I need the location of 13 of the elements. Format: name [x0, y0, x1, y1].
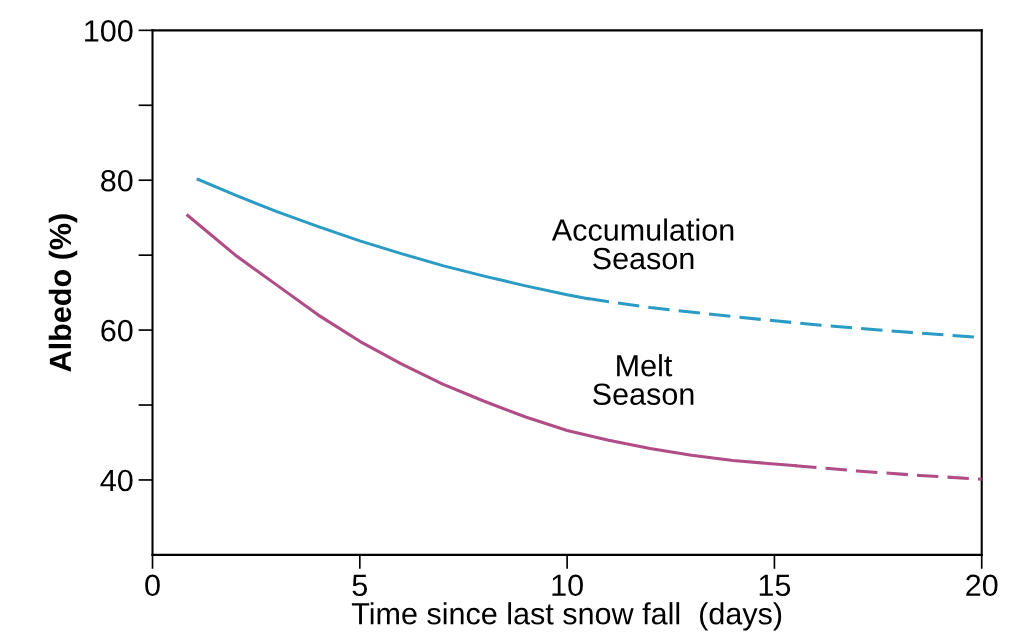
series-label: Melt Season [593, 354, 694, 406]
x-tick-label: 15 [759, 574, 791, 597]
x-tick-label: 10 [552, 574, 583, 597]
x-tick-label: 0 [145, 574, 160, 597]
y-tick-label: 100 [85, 20, 133, 42]
y-tick-label: 80 [101, 169, 133, 192]
y-tick-label: 40 [100, 469, 133, 492]
x-tick-label: 5 [352, 574, 368, 597]
x-tick-label: 20 [966, 574, 998, 597]
y-tick-label: 60 [101, 319, 133, 342]
series-label: Accumulation Season [551, 218, 734, 270]
x-axis-title: Time since last snow fall (days) [351, 602, 782, 631]
y-axis-title: Albedo (%) [48, 214, 78, 372]
